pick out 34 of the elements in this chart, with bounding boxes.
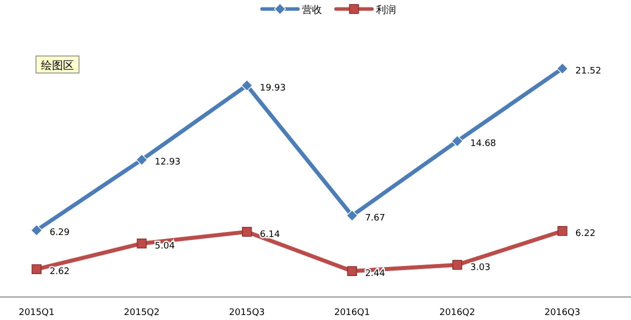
point bbox=[451, 135, 464, 148]
legend-label: 营收 bbox=[302, 4, 322, 16]
annotation: 绘图区 bbox=[36, 56, 80, 74]
point bbox=[242, 226, 252, 237]
point bbox=[136, 154, 148, 166]
x-tick-label: 2015Q2 bbox=[124, 308, 160, 318]
x-tick-label: 2016Q1 bbox=[334, 308, 370, 318]
point bbox=[558, 226, 568, 236]
data-label: 21.52 bbox=[575, 66, 602, 77]
data-label: 6.29 bbox=[50, 228, 70, 238]
x-tick-label: 2015Q1 bbox=[18, 308, 54, 318]
data-label: 12.93 bbox=[154, 158, 181, 168]
data-label: 6.14 bbox=[260, 230, 280, 240]
data-label: 19.93 bbox=[260, 83, 286, 94]
point bbox=[30, 224, 42, 236]
data-label: 2.62 bbox=[50, 267, 70, 278]
point bbox=[136, 238, 147, 248]
x-tick-label: 2016Q3 bbox=[544, 308, 580, 318]
point bbox=[556, 62, 568, 74]
point bbox=[452, 260, 462, 270]
data-label: 5.04 bbox=[154, 241, 176, 252]
data-label: 3.03 bbox=[470, 262, 490, 273]
legend-label: 利润 bbox=[376, 4, 396, 16]
annotation: 绘图区 bbox=[41, 59, 74, 72]
x-tick-label: 2016Q2 bbox=[439, 308, 476, 318]
point bbox=[346, 210, 358, 222]
x-tick-label: 2015Q3 bbox=[229, 308, 265, 318]
data-label: 2.44 bbox=[365, 269, 386, 280]
point bbox=[241, 80, 253, 92]
point bbox=[347, 266, 357, 276]
data-label: 14.68 bbox=[470, 139, 496, 150]
point bbox=[32, 264, 42, 274]
data-label: 7.67 bbox=[365, 214, 386, 224]
data-label: 6.22 bbox=[575, 228, 596, 239]
